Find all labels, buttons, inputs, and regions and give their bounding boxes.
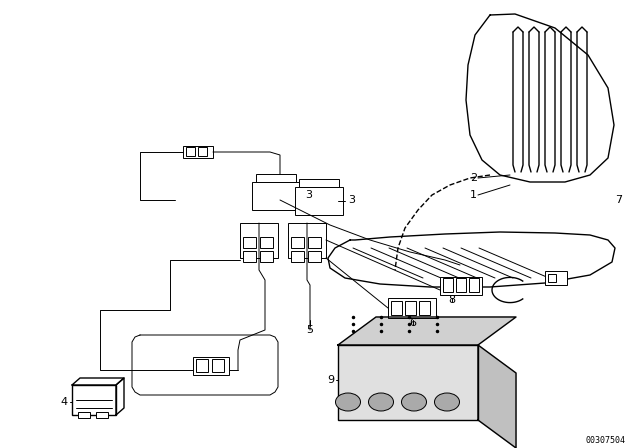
Text: 3: 3 [348, 195, 355, 205]
Bar [240, 223, 278, 258]
Polygon shape [478, 345, 516, 448]
Bar [212, 359, 224, 372]
Polygon shape [338, 317, 516, 345]
Bar [256, 174, 296, 182]
Bar [338, 345, 478, 420]
Bar [252, 182, 300, 210]
Bar [196, 359, 208, 372]
Bar [243, 237, 256, 248]
Bar [545, 271, 567, 285]
Ellipse shape [401, 393, 426, 411]
Bar [299, 179, 339, 187]
Bar [260, 237, 273, 248]
Bar [440, 277, 482, 295]
Bar [548, 274, 556, 282]
Bar [443, 278, 453, 292]
Text: 1: 1 [470, 190, 477, 200]
Text: 00307504: 00307504 [585, 435, 625, 444]
Bar [308, 237, 321, 248]
Text: 4: 4 [61, 397, 68, 407]
Bar [78, 412, 90, 418]
Bar [198, 147, 207, 156]
Bar [291, 237, 304, 248]
Bar [456, 278, 466, 292]
Bar [186, 147, 195, 156]
Text: 7: 7 [615, 195, 622, 205]
Bar [193, 357, 229, 375]
Bar [183, 146, 213, 158]
Bar [72, 385, 116, 415]
Bar [388, 298, 436, 318]
Text: 6: 6 [410, 318, 417, 328]
Bar [291, 251, 304, 262]
Ellipse shape [335, 393, 360, 411]
Text: 5: 5 [307, 325, 314, 335]
Bar [308, 251, 321, 262]
Ellipse shape [435, 393, 460, 411]
Bar [419, 301, 430, 315]
Text: 9: 9 [327, 375, 334, 385]
Ellipse shape [369, 393, 394, 411]
Bar [96, 412, 108, 418]
Bar [288, 223, 326, 258]
Text: 2: 2 [470, 173, 477, 183]
Text: 8: 8 [449, 295, 456, 305]
Text: 3: 3 [305, 190, 312, 200]
Bar [391, 301, 402, 315]
Bar [469, 278, 479, 292]
Bar [260, 251, 273, 262]
Bar [405, 301, 416, 315]
Bar [295, 187, 343, 215]
Bar [243, 251, 256, 262]
